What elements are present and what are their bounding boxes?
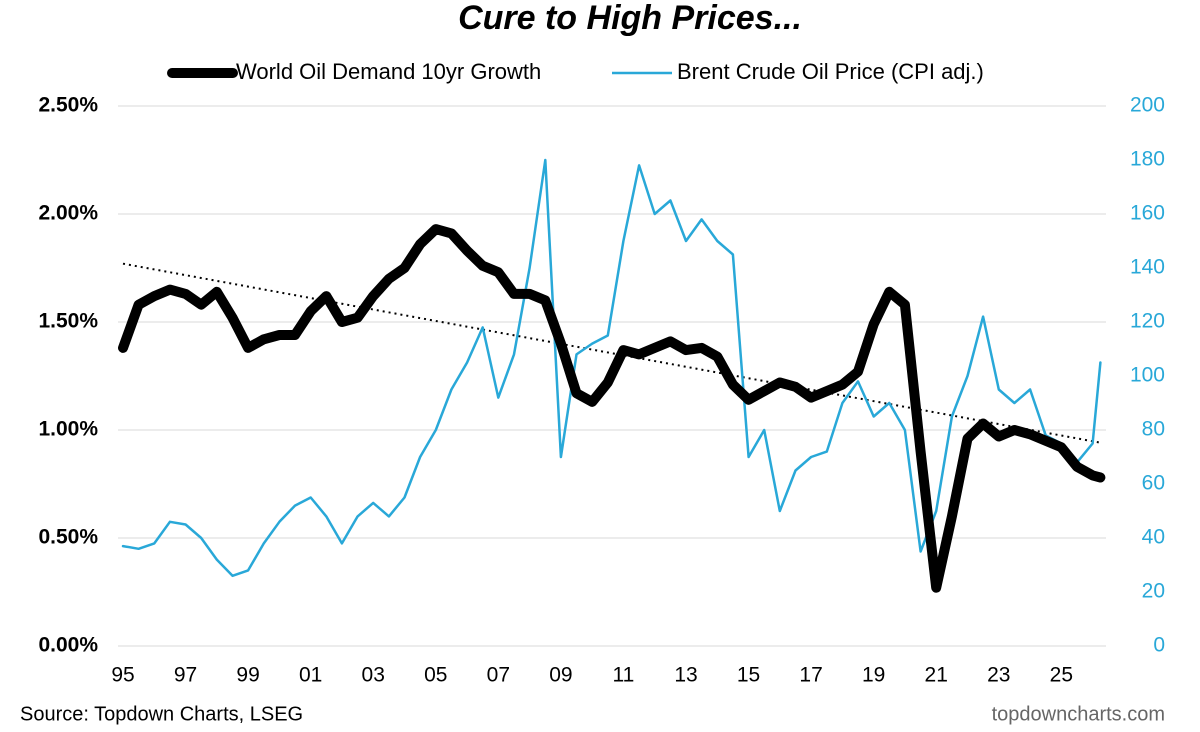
x-tick-label: 19 (862, 664, 885, 687)
watermark: topdowncharts.com (992, 703, 1165, 725)
trendline (122, 262, 1103, 444)
y-tick-label: 1.50% (38, 310, 98, 333)
x-tick-label: 15 (737, 664, 760, 687)
y2-tick-label: 200 (1130, 94, 1165, 117)
y2-tick-label: 120 (1130, 310, 1165, 333)
y-tick-label: 2.00% (38, 202, 98, 225)
x-tick-label: 95 (111, 664, 134, 687)
x-tick-label: 11 (613, 664, 635, 687)
x-tick-label: 13 (674, 664, 697, 687)
chart-title: Cure to High Prices... (458, 0, 802, 37)
y2-tick-label: 140 (1130, 256, 1165, 279)
x-tick-label: 09 (549, 664, 572, 687)
x-tick-label: 01 (299, 664, 322, 687)
y-tick-label: 2.50% (38, 94, 98, 117)
y2-tick-label: 80 (1142, 418, 1165, 441)
x-tick-label: 21 (925, 664, 948, 687)
series-line (118, 224, 1106, 593)
y2-tick-label: 40 (1142, 526, 1165, 549)
x-tick-label: 05 (424, 664, 447, 687)
x-tick-label: 97 (174, 664, 197, 687)
x-tick-label: 17 (799, 664, 822, 687)
y2-tick-label: 20 (1142, 580, 1165, 603)
x-tick-label: 23 (987, 664, 1010, 687)
x-tick-label: 03 (362, 664, 385, 687)
y2-tick-label: 160 (1130, 202, 1165, 225)
y-tick-label: 0.50% (38, 526, 98, 549)
source-note: Source: Topdown Charts, LSEG (20, 703, 303, 725)
legend-label: World Oil Demand 10yr Growth (236, 59, 541, 84)
y2-tick-label: 100 (1130, 364, 1165, 387)
y-tick-label: 1.00% (38, 418, 98, 441)
y2-tick-label: 60 (1142, 472, 1165, 495)
x-tick-label: 07 (487, 664, 510, 687)
y-tick-label: 0.00% (38, 634, 98, 657)
legend-label: Brent Crude Oil Price (CPI adj.) (677, 59, 984, 84)
y2-tick-label: 0 (1153, 634, 1165, 657)
x-tick-label: 25 (1050, 664, 1073, 687)
grid (118, 105, 1106, 647)
series-line (121, 158, 1102, 578)
y2-tick-label: 180 (1130, 148, 1165, 171)
x-tick-label: 99 (236, 664, 259, 687)
